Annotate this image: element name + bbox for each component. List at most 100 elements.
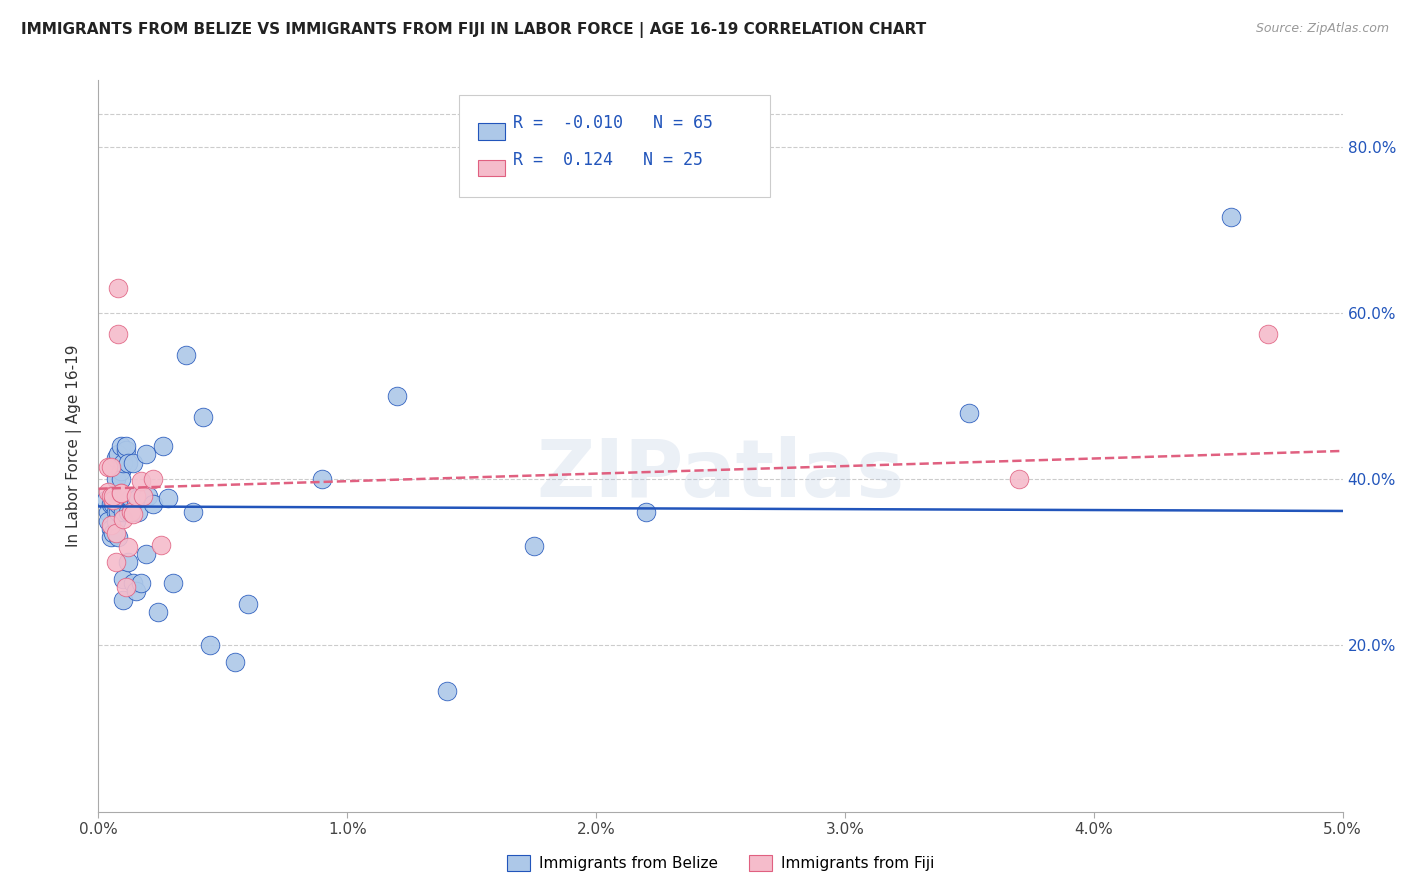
Point	[132, 489, 155, 503]
Point	[129, 474, 152, 488]
Point	[122, 456, 145, 470]
Point	[107, 281, 129, 295]
Point	[114, 439, 136, 453]
Point	[97, 506, 120, 520]
Point	[104, 497, 127, 511]
Point	[103, 489, 125, 503]
Point	[112, 592, 135, 607]
Point	[110, 486, 132, 500]
Point	[523, 539, 546, 553]
Point	[120, 491, 142, 505]
Point	[103, 493, 125, 508]
Point	[117, 541, 139, 555]
Point	[157, 491, 180, 505]
Point	[129, 576, 152, 591]
Point	[104, 555, 127, 569]
Point	[136, 489, 159, 503]
Point	[114, 443, 136, 458]
Point	[107, 497, 129, 511]
Point	[174, 347, 197, 362]
Point	[103, 489, 125, 503]
Text: Source: ZipAtlas.com: Source: ZipAtlas.com	[1256, 22, 1389, 36]
Point	[135, 447, 157, 461]
Point	[117, 456, 139, 470]
Point	[94, 493, 117, 508]
Point	[107, 530, 129, 544]
Point	[112, 506, 135, 520]
Point	[135, 547, 157, 561]
Point	[104, 526, 127, 541]
Point	[117, 555, 139, 569]
Point	[107, 326, 129, 341]
Text: IMMIGRANTS FROM BELIZE VS IMMIGRANTS FROM FIJI IN LABOR FORCE | AGE 16-19 CORREL: IMMIGRANTS FROM BELIZE VS IMMIGRANTS FRO…	[21, 22, 927, 38]
Point	[104, 514, 127, 528]
Point	[127, 491, 149, 505]
Point	[181, 506, 204, 520]
Point	[142, 472, 165, 486]
Point	[107, 506, 129, 520]
Point	[107, 447, 129, 461]
Point	[104, 451, 127, 466]
Point	[103, 497, 125, 511]
Point	[104, 506, 127, 520]
Point	[110, 472, 132, 486]
Point	[146, 605, 169, 619]
Point	[100, 530, 122, 544]
Point	[117, 506, 139, 520]
Y-axis label: In Labor Force | Age 16-19: In Labor Force | Age 16-19	[66, 344, 83, 548]
Point	[149, 538, 172, 552]
Point	[122, 507, 145, 521]
Point	[959, 406, 981, 420]
Point	[142, 497, 165, 511]
Point	[1257, 326, 1279, 341]
Point	[110, 486, 132, 500]
Point	[127, 506, 149, 520]
Point	[110, 493, 132, 508]
Point	[634, 506, 657, 520]
Point	[114, 580, 136, 594]
Point	[112, 497, 135, 511]
Point	[385, 389, 408, 403]
Legend: Immigrants from Belize, Immigrants from Fiji: Immigrants from Belize, Immigrants from …	[501, 849, 941, 877]
Point	[112, 572, 135, 586]
Point	[125, 584, 148, 599]
Text: R =  0.124   N = 25: R = 0.124 N = 25	[513, 151, 703, 169]
Point	[100, 489, 122, 503]
Bar	[478, 160, 505, 176]
Point	[1219, 211, 1241, 225]
FancyBboxPatch shape	[460, 95, 770, 197]
Point	[112, 456, 135, 470]
Point	[114, 489, 136, 503]
Point	[1008, 472, 1031, 486]
Point	[100, 497, 122, 511]
Point	[97, 459, 120, 474]
Text: ZIPatlas: ZIPatlas	[537, 436, 904, 515]
Point	[125, 493, 148, 508]
Point	[191, 409, 214, 424]
Point	[120, 506, 142, 520]
Point	[200, 639, 222, 653]
Point	[97, 514, 120, 528]
Point	[100, 459, 122, 474]
Point	[110, 439, 132, 453]
Point	[104, 472, 127, 486]
Point	[122, 576, 145, 591]
Point	[152, 439, 174, 453]
Point	[311, 472, 333, 486]
Point	[162, 576, 184, 591]
Point	[125, 489, 148, 503]
Bar	[478, 123, 505, 139]
Point	[97, 484, 120, 499]
Point	[100, 522, 122, 536]
Point	[236, 597, 259, 611]
Point	[103, 526, 125, 541]
Point	[132, 489, 155, 503]
Point	[224, 655, 246, 669]
Point	[436, 684, 458, 698]
Point	[100, 518, 122, 533]
Text: R =  -0.010   N = 65: R = -0.010 N = 65	[513, 114, 713, 132]
Point	[112, 512, 135, 526]
Point	[110, 464, 132, 478]
Point	[120, 506, 142, 520]
Point	[120, 493, 142, 508]
